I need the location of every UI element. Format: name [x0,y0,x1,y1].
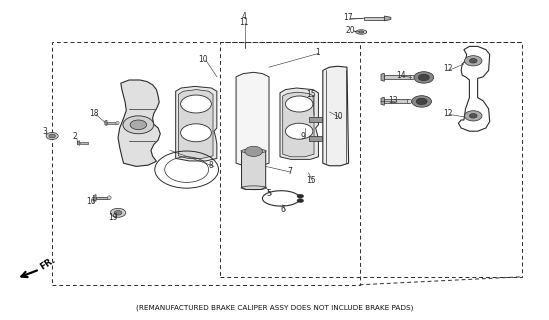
Polygon shape [236,72,269,166]
Polygon shape [323,66,349,166]
Text: 10: 10 [333,112,343,121]
Ellipse shape [241,149,266,153]
Polygon shape [384,99,409,103]
Ellipse shape [407,99,412,104]
Polygon shape [283,92,314,157]
Polygon shape [80,142,88,144]
Text: 17: 17 [343,13,353,22]
Circle shape [123,116,154,134]
Polygon shape [107,122,117,124]
Polygon shape [77,141,80,145]
Circle shape [114,211,122,215]
Ellipse shape [359,31,364,33]
Polygon shape [118,80,160,166]
Text: (REMANUFACTURED BRAKE CALIPER ASSY DOES NOT INCLUDE BRAKE PADS): (REMANUFACTURED BRAKE CALIPER ASSY DOES … [136,305,413,311]
Bar [52,42,360,285]
Ellipse shape [356,30,367,34]
Text: 13: 13 [388,96,398,105]
Circle shape [418,74,429,81]
Ellipse shape [116,121,119,124]
Circle shape [416,98,427,105]
Circle shape [412,96,432,107]
Text: 4: 4 [242,12,246,21]
Polygon shape [93,195,96,201]
Circle shape [414,72,434,83]
Circle shape [464,111,482,121]
Text: 15: 15 [306,176,316,185]
Circle shape [469,114,477,118]
Text: 12: 12 [443,64,453,73]
Polygon shape [309,136,322,141]
Text: 18: 18 [89,109,99,118]
Polygon shape [381,97,384,105]
Text: 7: 7 [287,167,292,176]
Circle shape [469,59,477,63]
Text: 8: 8 [209,161,214,170]
Text: 16: 16 [86,197,96,206]
Circle shape [130,120,147,130]
Circle shape [181,124,211,142]
Circle shape [285,96,313,112]
Text: FR.: FR. [38,255,57,272]
Polygon shape [381,73,384,81]
Text: 11: 11 [239,18,249,27]
Circle shape [297,194,304,198]
Ellipse shape [410,75,414,80]
Polygon shape [384,16,391,21]
Circle shape [110,208,126,217]
Circle shape [181,95,211,113]
Polygon shape [178,90,213,158]
Polygon shape [105,120,107,125]
Circle shape [285,123,313,139]
Text: 5: 5 [267,189,271,198]
Circle shape [49,134,55,138]
Polygon shape [280,88,318,159]
Text: 6: 6 [281,205,285,214]
Text: 14: 14 [396,71,406,80]
Text: 20: 20 [345,26,355,35]
Circle shape [297,199,304,203]
Text: 9: 9 [300,132,305,140]
Text: 1: 1 [315,48,320,57]
Bar [220,42,522,277]
Circle shape [46,132,58,140]
Polygon shape [309,117,322,122]
Text: 12: 12 [443,109,453,118]
Text: 15: 15 [306,90,316,99]
Polygon shape [176,86,217,161]
Text: 2: 2 [72,132,77,141]
Text: 19: 19 [108,213,118,222]
Polygon shape [364,17,384,20]
Ellipse shape [108,196,111,200]
Polygon shape [242,150,266,189]
Polygon shape [384,75,412,79]
Text: 3: 3 [43,127,47,136]
Circle shape [245,146,262,156]
Polygon shape [96,197,109,199]
Circle shape [464,56,482,66]
Text: 10: 10 [198,55,208,64]
